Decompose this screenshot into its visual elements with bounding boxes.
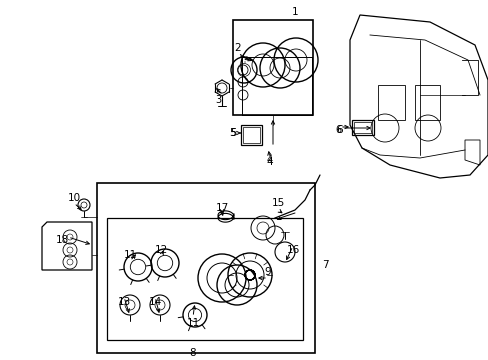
Text: 17: 17	[215, 203, 228, 213]
Text: 1: 1	[291, 7, 298, 17]
Text: 5: 5	[229, 128, 236, 138]
Bar	[377, 85, 404, 120]
Text: 5: 5	[229, 128, 236, 138]
Bar	[353, 122, 371, 133]
Text: 3: 3	[215, 95, 221, 105]
Text: 15: 15	[271, 198, 284, 208]
Text: 6: 6	[336, 125, 343, 135]
Bar	[241, 125, 262, 145]
Text: 10: 10	[67, 193, 81, 203]
Text: 18: 18	[55, 235, 68, 245]
Bar	[351, 120, 373, 135]
Bar	[232, 20, 312, 115]
Text: 4: 4	[266, 157, 273, 167]
Bar	[414, 85, 439, 120]
Text: 6: 6	[334, 125, 340, 135]
Text: 13: 13	[117, 297, 130, 307]
Bar	[107, 218, 303, 340]
Text: 7: 7	[321, 260, 327, 270]
Text: 8: 8	[189, 348, 196, 358]
Bar	[243, 127, 260, 143]
Text: 4: 4	[266, 155, 272, 165]
Bar	[97, 183, 314, 353]
Text: 9: 9	[264, 267, 271, 277]
Text: 16: 16	[286, 245, 299, 255]
Text: 11: 11	[186, 318, 199, 328]
Text: 14: 14	[148, 297, 162, 307]
Text: 11: 11	[123, 250, 136, 260]
Text: 12: 12	[154, 245, 167, 255]
Text: 2: 2	[234, 43, 241, 53]
